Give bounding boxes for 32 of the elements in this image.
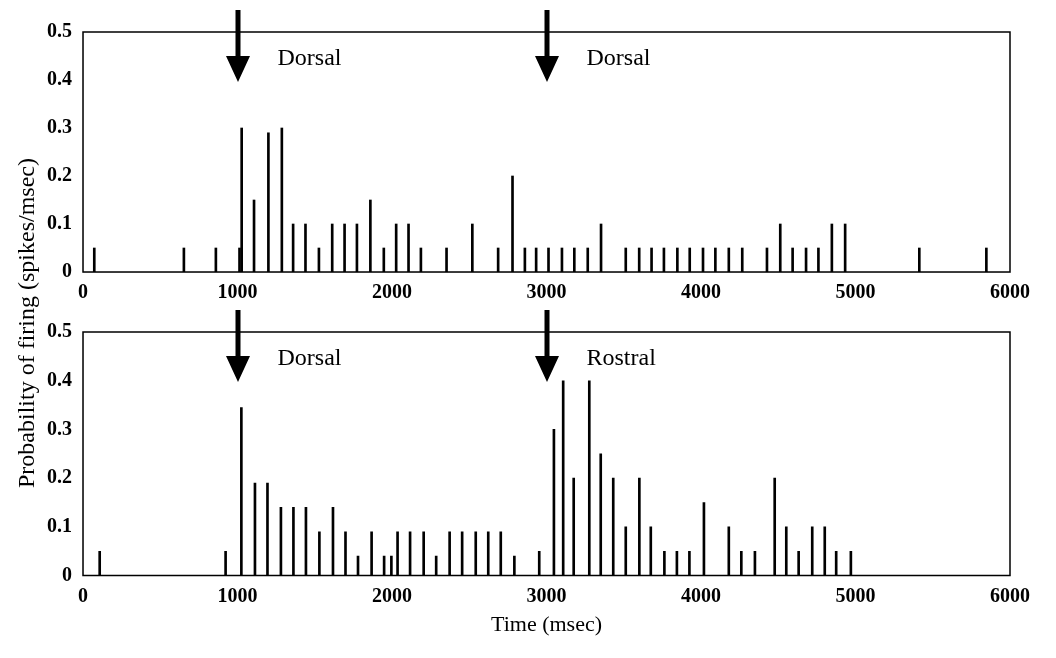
x-tick-label: 6000 [990,583,1030,606]
y-tick-label: 0.4 [47,67,72,90]
x-tick-label: 3000 [526,280,567,303]
x-tick-label: 0 [78,583,88,606]
y-tick-label: 0.5 [47,319,72,342]
y-tick-label: 0.1 [47,211,72,234]
y-tick-label: 0.5 [47,19,72,42]
y-tick-label: 0.3 [47,115,72,138]
x-tick-label: 6000 [990,280,1030,303]
x-tick-label: 4000 [681,280,721,303]
x-tick-label: 2000 [372,280,412,303]
x-tick-label: 5000 [835,280,876,303]
y-tick-label: 0.4 [47,367,72,390]
x-tick-label: 1000 [217,583,258,606]
y-tick-label: 0.3 [47,416,72,439]
annotation: Rostral [586,344,656,371]
x-tick-label: 5000 [835,583,876,606]
x-tick-label: 3000 [526,583,567,606]
y-axis-title: Probability of firing (spikes/msec) [12,158,40,488]
y-tick-label: 0.2 [47,163,72,186]
x-axis-title: Time (msec) [490,610,603,636]
annotation: Dorsal [586,44,651,71]
x-tick-label: 2000 [372,583,412,606]
annotation: Dorsal [277,44,342,71]
x-tick-label: 1000 [217,280,258,303]
y-tick-label: 0.1 [47,514,72,537]
y-tick-label: 0 [62,259,72,282]
y-tick-label: 0.2 [47,465,72,488]
x-tick-label: 0 [78,280,88,303]
y-tick-label: 0 [62,562,72,585]
annotation: Dorsal [277,344,342,371]
x-tick-label: 4000 [681,583,721,606]
